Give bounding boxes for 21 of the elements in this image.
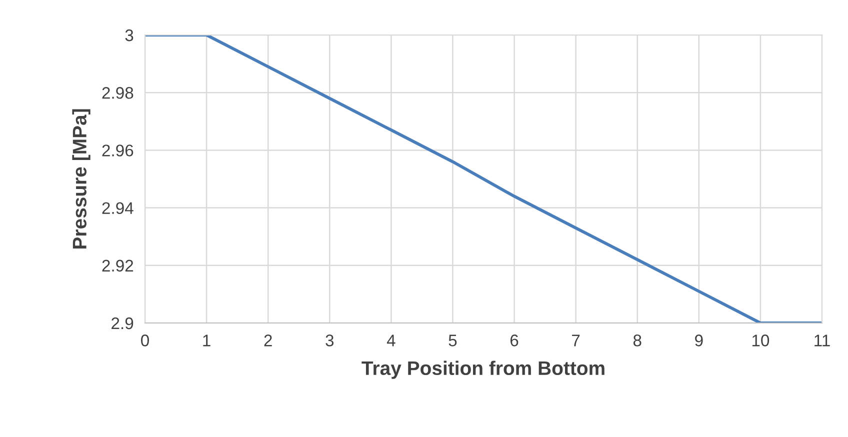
y-tick-label: 2.92 — [102, 260, 134, 272]
x-tick-label: 2 — [264, 334, 272, 346]
y-tick-label: 2.96 — [102, 144, 134, 156]
x-tick-label: 7 — [572, 334, 580, 346]
y-tick-label: 2.98 — [102, 87, 134, 99]
x-tick-label: 5 — [448, 334, 457, 346]
x-tick-label: 6 — [510, 334, 518, 346]
line-series — [145, 35, 822, 323]
y-tick-label: 3 — [125, 29, 134, 42]
x-tick-label: 8 — [633, 334, 642, 346]
y-axis-title: Pressure [MPa] — [72, 109, 90, 248]
x-tick-label: 4 — [386, 334, 396, 346]
y-tick-label: 2.9 — [112, 317, 134, 330]
x-tick-label: 10 — [752, 334, 770, 346]
x-tick-label: 0 — [141, 334, 149, 346]
x-axis-title: Tray Position from Bottom — [362, 360, 604, 379]
y-tick-label: 2.94 — [102, 202, 134, 214]
x-tick-label: 1 — [203, 334, 210, 346]
x-tick-label: 11 — [814, 334, 830, 346]
x-tick-label: 9 — [695, 334, 703, 346]
x-tick-label: 3 — [326, 334, 334, 346]
